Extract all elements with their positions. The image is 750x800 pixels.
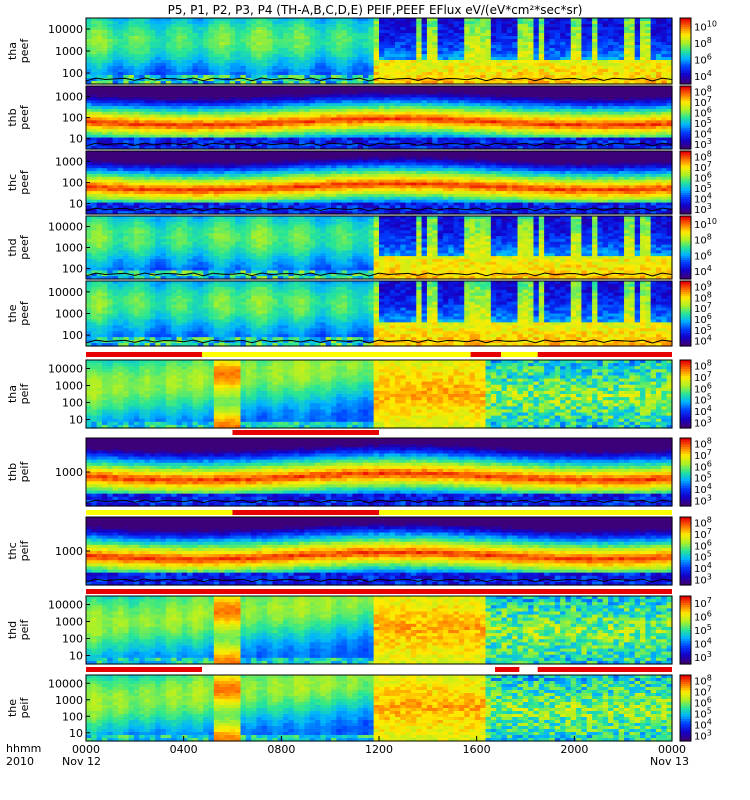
colorbar-tick-label: 104 xyxy=(694,69,712,83)
y-tick-label: 100 xyxy=(62,633,83,646)
y-tick-label: 1000 xyxy=(55,308,83,321)
y-tick-label: 1000 xyxy=(55,694,83,707)
x-tick-label: 1200 xyxy=(365,743,393,756)
colorbar-tick-label: 1010 xyxy=(694,217,717,231)
panel-label-sub: peef xyxy=(18,38,31,64)
y-tick-label: 10000 xyxy=(48,363,83,376)
panel-label-sub: peif xyxy=(18,540,31,562)
y-tick-label: 1000 xyxy=(55,45,83,58)
y-tick-label: 10 xyxy=(69,727,83,740)
mode-bar xyxy=(86,430,672,435)
y-tick-label: 1000 xyxy=(55,156,83,169)
y-tick-label: 10000 xyxy=(48,599,83,612)
panel-label-sub: peif xyxy=(18,461,31,483)
colorbar-tick-label: 103 xyxy=(694,650,712,664)
x-tick-label: 2000 xyxy=(560,743,588,756)
panel-label-sub: peef xyxy=(18,169,31,195)
mode-bar xyxy=(86,589,672,594)
panel-label-sub: peif xyxy=(18,619,31,641)
y-tick-label: 10 xyxy=(69,133,83,146)
y-tick-label: 1000 xyxy=(55,380,83,393)
colorbar-tick-label: 106 xyxy=(694,248,712,262)
colorbar-tick-label: 105 xyxy=(694,623,712,637)
y-tick-label: 1000 xyxy=(55,91,83,104)
y-tick-label: 100 xyxy=(62,67,83,80)
colorbar-tick-label: 108 xyxy=(694,36,712,50)
y-tick-label: 10 xyxy=(69,650,83,663)
y-tick-label: 10000 xyxy=(48,23,83,36)
footer-hhmm: hhmm xyxy=(6,742,41,755)
x-tick-label: 0400 xyxy=(170,743,198,756)
y-tick-label: 100 xyxy=(62,397,83,410)
colorbar-tick-label: 104 xyxy=(694,264,712,278)
mode-bar xyxy=(86,667,672,672)
colorbar-tick-label: 103 xyxy=(694,729,712,743)
figure-title: P5, P1, P2, P3, P4 (TH-A,B,C,D,E) PEIF,P… xyxy=(168,3,583,17)
colorbar-tick-label: 104 xyxy=(694,334,712,348)
colorbar-tick-label: 104 xyxy=(694,637,712,651)
panel-label-sub: peef xyxy=(18,300,31,326)
panel-label-sub: peif xyxy=(18,383,31,405)
y-tick-label: 100 xyxy=(62,710,83,723)
x-tick-label: 1600 xyxy=(463,743,491,756)
mode-bar xyxy=(86,510,672,515)
y-tick-label: 100 xyxy=(62,263,83,276)
y-tick-label: 1000 xyxy=(55,616,83,629)
y-tick-label: 1000 xyxy=(55,242,83,255)
y-tick-label: 100 xyxy=(62,329,83,342)
colorbar-tick-label: 106 xyxy=(694,609,712,623)
y-tick-label: 10000 xyxy=(48,221,83,234)
colorbar-tick-label: 103 xyxy=(694,415,712,429)
mode-bar xyxy=(86,352,672,357)
colorbar-tick-label: 103 xyxy=(694,493,712,507)
y-tick-label: 100 xyxy=(62,177,83,190)
y-tick-label: 1000 xyxy=(55,545,83,558)
colorbar-tick-label: 1010 xyxy=(694,19,717,33)
y-tick-label: 10000 xyxy=(48,677,83,690)
panel-label-sub: peef xyxy=(18,104,31,130)
colorbar-tick-label: 107 xyxy=(694,596,712,610)
colorbar-tick-label: 103 xyxy=(694,202,712,216)
panel-label-sub: peef xyxy=(18,234,31,260)
y-tick-label: 1000 xyxy=(55,466,83,479)
colorbar-tick-label: 106 xyxy=(694,52,712,66)
y-tick-label: 100 xyxy=(62,112,83,125)
x-tick-label: 0800 xyxy=(267,743,295,756)
y-tick-label: 10 xyxy=(69,414,83,427)
colorbar-tick-label: 108 xyxy=(694,233,712,247)
end-date-label: Nov 13 xyxy=(650,755,689,768)
panel-label-sub: peif xyxy=(18,697,31,719)
y-tick-label: 10000 xyxy=(48,286,83,299)
colorbar-tick-label: 103 xyxy=(694,572,712,586)
y-tick-label: 10 xyxy=(69,198,83,211)
start-date-label: Nov 12 xyxy=(62,755,101,768)
footer-year: 2010 xyxy=(6,755,34,768)
